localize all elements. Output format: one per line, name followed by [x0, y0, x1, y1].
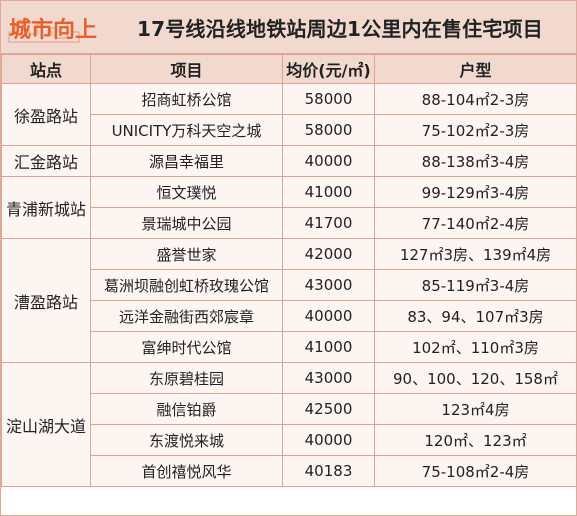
project-cell: 东原碧桂园 [90, 362, 283, 394]
table-row: 淀山湖大道 东原碧桂园 43000 90、100、120、158㎡ [1, 362, 577, 487]
price-cell: 40000 [282, 145, 375, 177]
table-header-row: 站点 项目 均价(元/㎡) 户型 [1, 54, 577, 84]
station-cell: 青浦新城站 [1, 176, 91, 239]
project-cell: 首创禧悦风华 [90, 455, 283, 487]
price-cell: 42500 [282, 393, 375, 425]
price-cell: 41700 [282, 207, 375, 239]
price-cell: 41000 [282, 331, 375, 363]
project-cell: 融信铂爵 [90, 393, 283, 425]
layout-cell: 99-129㎡3-4房 [374, 176, 577, 208]
table-row: 葛洲坝融创虹桥玫瑰公馆 43000 85-119㎡3-4房 [2, 269, 577, 301]
table-row: 景瑞城中公园 41700 77-140㎡2-4房 [2, 207, 577, 239]
header-layout: 户型 [374, 54, 577, 84]
table-row: 青浦新城站 恒文璞悦 41000 99-129㎡3-4房 [1, 176, 577, 239]
project-cell: 葛洲坝融创虹桥玫瑰公馆 [90, 269, 283, 301]
project-cell: 景瑞城中公园 [90, 207, 283, 239]
price-cell: 58000 [282, 114, 375, 146]
skyline-icon [8, 19, 80, 43]
price-cell: 58000 [282, 83, 375, 115]
price-cell: 42000 [282, 238, 375, 270]
table-row: 徐盈路站 招商虹桥公馆 58000 88-104㎡2-3房 [1, 83, 577, 146]
layout-cell: 75-108㎡2-4房 [374, 455, 577, 487]
layout-cell: 83、94、107㎡3房 [374, 300, 577, 332]
project-cell: 源昌幸福里 [90, 145, 283, 177]
price-cell: 43000 [282, 362, 375, 394]
header-project: 项目 [90, 54, 283, 84]
layout-cell: 77-140㎡2-4房 [374, 207, 577, 239]
page-title: 17号线沿线地铁站周边1公里内在售住宅项目 [137, 17, 543, 41]
price-cell: 41000 [282, 176, 375, 208]
project-cell: 富绅时代公馆 [90, 331, 283, 363]
layout-cell: 88-138㎡3-4房 [374, 145, 577, 177]
layout-cell: 90、100、120、158㎡ [374, 362, 577, 394]
project-cell: 招商虹桥公馆 [90, 83, 283, 115]
station-cell: 徐盈路站 [1, 83, 91, 146]
table-row: 富绅时代公馆 41000 102㎡、110㎡3房 [2, 331, 577, 363]
table-row: 漕盈路站 盛誉世家 42000 127㎡3房、139㎡4房 [1, 238, 577, 363]
price-cell: 40183 [282, 455, 375, 487]
logo-text: 城市向上 [9, 18, 98, 43]
project-cell: 恒文璞悦 [90, 176, 283, 208]
project-table: 站点 项目 均价(元/㎡) 户型 徐盈路站 招商虹桥公馆 58000 88-10… [1, 54, 577, 487]
table-row: 融信铂爵 42500 123㎡4房 [2, 393, 577, 425]
layout-cell: 102㎡、110㎡3房 [374, 331, 577, 363]
layout-cell: 85-119㎡3-4房 [374, 269, 577, 301]
table-row: 东渡悦来城 40000 120㎡、123㎡ [2, 424, 577, 456]
layout-cell: 75-102㎡2-3房 [374, 114, 577, 146]
title-bar: 城市向上 17号线沿线地铁站周边1公里内在售住宅项目 [1, 1, 576, 54]
layout-cell: 123㎡4房 [374, 393, 577, 425]
station-cell: 漕盈路站 [1, 238, 91, 363]
project-cell: 东渡悦来城 [90, 424, 283, 456]
layout-cell: 120㎡、123㎡ [374, 424, 577, 456]
project-cell: 远洋金融街西郊宸章 [90, 300, 283, 332]
table-row: 汇金路站 源昌幸福里 40000 88-138㎡3-4房 [1, 145, 577, 177]
project-cell: 盛誉世家 [90, 238, 283, 270]
station-cell: 汇金路站 [1, 145, 91, 177]
header-station: 站点 [1, 54, 91, 84]
price-cell: 40000 [282, 300, 375, 332]
layout-cell: 127㎡3房、139㎡4房 [374, 238, 577, 270]
price-cell: 40000 [282, 424, 375, 456]
station-cell: 淀山湖大道 [1, 362, 91, 487]
price-cell: 43000 [282, 269, 375, 301]
layout-cell: 88-104㎡2-3房 [374, 83, 577, 115]
project-cell: UNICITY万科天空之城 [90, 114, 283, 146]
header-price: 均价(元/㎡) [282, 54, 375, 84]
table-row: 首创禧悦风华 40183 75-108㎡2-4房 [2, 455, 577, 487]
brand-logo: 城市向上 [7, 12, 132, 44]
